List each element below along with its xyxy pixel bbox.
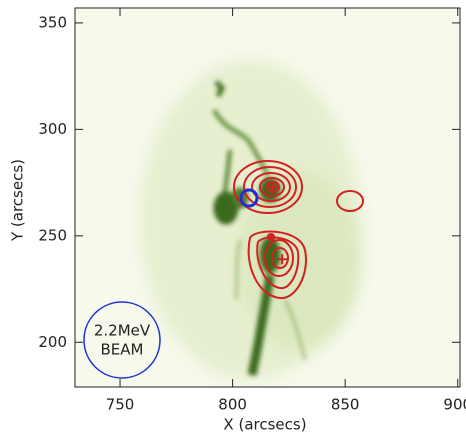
y-tick-label: 250 [38,226,67,244]
y-tick-label: 350 [38,13,67,31]
x-tick-label: 900 [443,396,466,414]
x-tick-label: 850 [331,396,360,414]
x-tick-label: 750 [106,396,135,414]
chart: 2.2MeV BEAM X (arcsecs) Y (arcsecs) 750 8… [0,0,466,436]
y-tick-label: 200 [38,333,67,351]
y-axis-label: Y (arcsecs) [9,159,27,242]
x-tick-label: 800 [218,396,247,414]
beam-label: 2.2MeV [94,322,151,340]
contour-dot [267,233,275,241]
page: 2.2MeV BEAM X (arcsecs) Y (arcsecs) 750 8… [0,0,466,436]
beam-label: BEAM [101,341,144,359]
x-axis-label: X (arcsecs) [223,416,306,434]
y-tick-label: 300 [38,120,67,138]
